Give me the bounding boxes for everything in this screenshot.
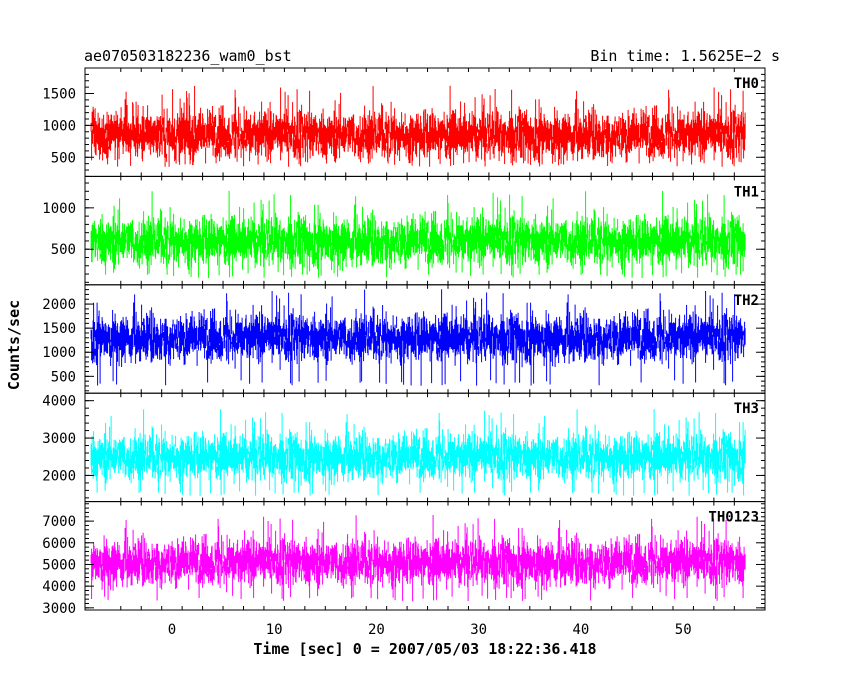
y-tick-label: 7000 [42, 514, 76, 530]
x-tick-label: 10 [266, 622, 283, 638]
series-trace-th1 [90, 190, 746, 278]
panel-th2: 500 1000 1500 2000 TH2 [42, 284, 766, 394]
y-tick-label: 2000 [42, 297, 76, 313]
y-tick-label: 3000 [42, 431, 76, 447]
panel-th3: 2000 3000 4000 TH3 [42, 392, 766, 503]
series-trace-th2 [90, 289, 746, 386]
series-trace-th0 [90, 85, 746, 167]
panel-th0123: 3000 4000 5000 6000 7000 TH0123 [42, 501, 766, 617]
x-axis-label: Time [sec] 0 = 2007/05/03 18:22:36.418 [253, 640, 596, 658]
y-tick-label: 1500 [42, 87, 76, 103]
chart-title-left: ae070503182236_wam0_bst [84, 47, 292, 65]
y-tick-label: 500 [51, 150, 76, 166]
x-tick-label: 0 [168, 622, 176, 638]
panel-th0: 500 1000 1500 TH0 [42, 67, 766, 177]
x-tick-label: 20 [368, 622, 385, 638]
y-tick-label: 4000 [42, 394, 76, 410]
y-tick-label: 1000 [42, 345, 76, 361]
panel-label-th0: TH0 [734, 76, 759, 92]
panel-label-th3: TH3 [734, 401, 759, 417]
series-trace-th3 [90, 409, 746, 496]
panel-th1: 500 1000 TH1 [42, 175, 766, 286]
y-tick-label: 1000 [42, 118, 76, 134]
y-tick-label: 4000 [42, 579, 76, 595]
x-tick-label: 30 [470, 622, 487, 638]
y-tick-label: 1000 [42, 201, 76, 217]
x-axis: 0 10 20 30 40 50 [168, 622, 692, 638]
y-tick-label: 6000 [42, 536, 76, 552]
x-tick-label: 50 [675, 622, 692, 638]
panels-group: 500 1000 1500 TH0 500 1000 TH1 500 1000 1500 2000 T… [42, 67, 766, 617]
y-tick-label: 5000 [42, 557, 76, 573]
y-axis-label: Counts/sec [5, 300, 23, 390]
panel-label-th1: TH1 [734, 184, 759, 200]
panel-label-th0123: TH0123 [708, 510, 759, 526]
chart-title-right: Bin time: 1.5625E−2 s [590, 47, 780, 65]
x-tick-label: 40 [573, 622, 590, 638]
y-tick-label: 500 [51, 242, 76, 258]
y-tick-label: 1500 [42, 321, 76, 337]
y-tick-label: 3000 [42, 601, 76, 617]
series-trace-th0123 [90, 515, 746, 602]
y-tick-label: 500 [51, 369, 76, 385]
panel-label-th2: TH2 [734, 293, 759, 309]
y-tick-label: 2000 [42, 468, 76, 484]
